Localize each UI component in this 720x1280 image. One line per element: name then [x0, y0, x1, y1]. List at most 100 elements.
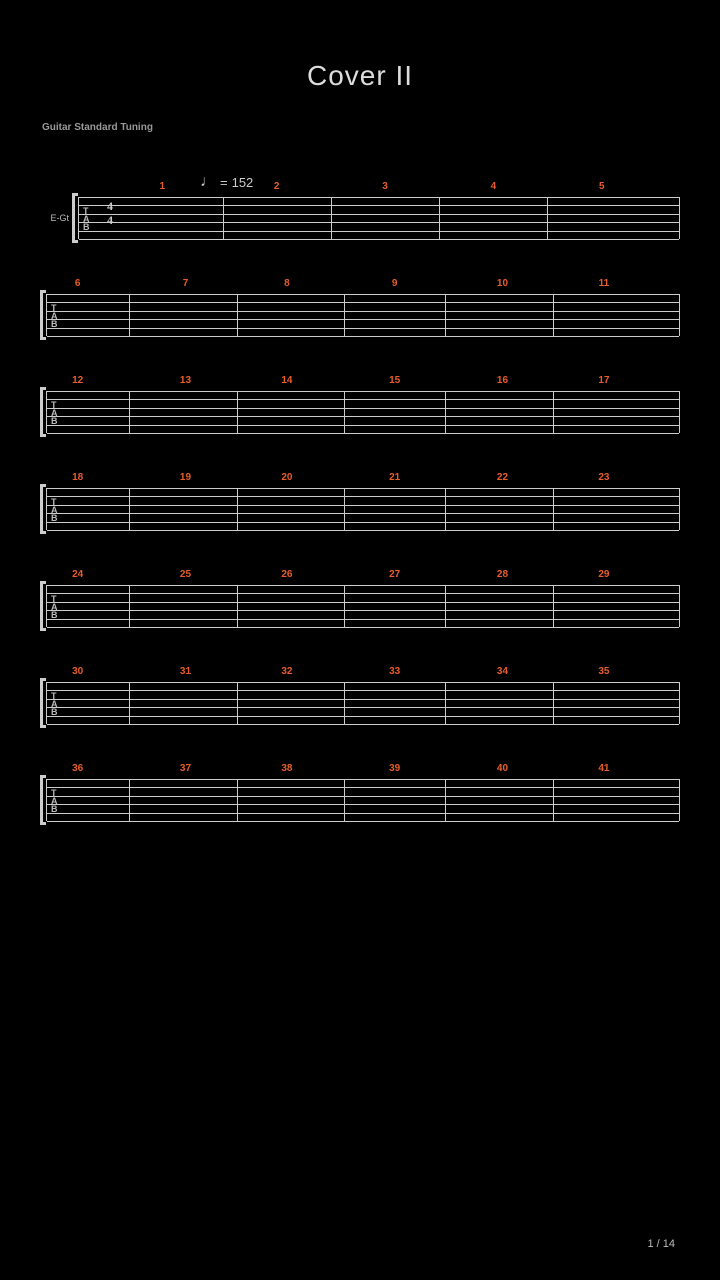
measure-number: 18 — [72, 472, 83, 483]
barline — [129, 294, 130, 336]
barline — [223, 197, 224, 239]
measure-number: 25 — [180, 569, 191, 580]
barline — [344, 779, 345, 821]
staff-line — [47, 399, 679, 400]
measure-number: 19 — [180, 472, 191, 483]
barline — [129, 682, 130, 724]
measure-number: 33 — [389, 666, 400, 677]
staff-line — [79, 239, 679, 240]
barline — [237, 779, 238, 821]
staff-line — [47, 821, 679, 822]
measure-numbers-row: 12 13 14 15 16 17 — [46, 375, 680, 389]
measure-number: 12 — [72, 375, 83, 386]
barline — [439, 197, 440, 239]
barline — [344, 294, 345, 336]
tab-clef: TAB — [51, 304, 58, 328]
sheet-music-page: Cover II Guitar Standard Tuning ♩ = 152 … — [0, 0, 720, 916]
tab-clef: TAB — [51, 789, 58, 813]
measure-number: 39 — [389, 763, 400, 774]
measure-numbers-row: 363738394041 — [46, 763, 680, 777]
measure-number: 30 — [72, 666, 83, 677]
barline — [344, 682, 345, 724]
measure-number: 15 — [389, 375, 400, 386]
staff-line — [47, 787, 679, 788]
barline — [547, 197, 548, 239]
measure-number: 23 — [598, 472, 609, 483]
measure-number: 27 — [389, 569, 400, 580]
measure-number: 41 — [598, 763, 609, 774]
measure-number: 8 — [284, 278, 290, 289]
staff-line — [47, 602, 679, 603]
barline — [445, 488, 446, 530]
staff-container: 121314151617TAB — [46, 391, 680, 433]
measure-number: 6 — [75, 278, 81, 289]
staff-line — [47, 610, 679, 611]
tab-staff: TAB — [46, 779, 680, 821]
staff-container: 303132333435TAB — [46, 682, 680, 724]
measure-numbers-row: 303132333435 — [46, 666, 680, 680]
staff-line — [47, 311, 679, 312]
tab-staff: TAB — [46, 294, 680, 336]
staff-container: 12345TAB44 — [78, 197, 680, 239]
measure-number: 2 — [274, 181, 280, 192]
measure-number: 17 — [598, 375, 609, 386]
staff-line — [47, 513, 679, 514]
barline — [445, 682, 446, 724]
instrument-label: E-Gt — [40, 197, 72, 239]
barline — [344, 391, 345, 433]
staff-line — [79, 205, 679, 206]
measure-number: 14 — [281, 375, 292, 386]
tab-staff: TAB — [46, 488, 680, 530]
staff-system: 181920212223TAB — [40, 488, 680, 530]
measure-number: 36 — [72, 763, 83, 774]
staff-line — [47, 408, 679, 409]
tab-clef: TAB — [51, 401, 58, 425]
staff-line — [47, 707, 679, 708]
page-number: 1 / 14 — [647, 1238, 675, 1250]
staff-container: 363738394041TAB — [46, 779, 680, 821]
measure-number: 16 — [497, 375, 508, 386]
staff-line — [79, 214, 679, 215]
staff-container: 181920212223TAB — [46, 488, 680, 530]
staff-line — [47, 627, 679, 628]
tab-staff: TAB — [46, 391, 680, 433]
staff-line — [47, 530, 679, 531]
barline — [129, 779, 130, 821]
barline — [129, 585, 130, 627]
staff-line — [47, 505, 679, 506]
tab-clef: TAB — [83, 207, 90, 231]
barline — [237, 585, 238, 627]
staff-line — [79, 222, 679, 223]
measure-number: 21 — [389, 472, 400, 483]
measure-number: 32 — [281, 666, 292, 677]
staff-line — [47, 391, 679, 392]
staff-line — [47, 294, 679, 295]
measure-number: 24 — [72, 569, 83, 580]
barline — [237, 488, 238, 530]
barline — [331, 197, 332, 239]
staff-line — [47, 779, 679, 780]
measure-numbers-row: 242526272829 — [46, 569, 680, 583]
tab-staff: TAB — [46, 682, 680, 724]
tab-staff: TAB — [46, 585, 680, 627]
staff-line — [47, 593, 679, 594]
barline — [237, 294, 238, 336]
measure-number: 13 — [180, 375, 191, 386]
staff-container: 67891011TAB — [46, 294, 680, 336]
staff-container: 242526272829TAB — [46, 585, 680, 627]
staff-system: 363738394041TAB — [40, 779, 680, 821]
barline — [553, 779, 554, 821]
measure-number: 37 — [180, 763, 191, 774]
tab-clef: TAB — [51, 692, 58, 716]
barline — [553, 585, 554, 627]
song-title: Cover II — [40, 60, 680, 92]
measure-number: 29 — [598, 569, 609, 580]
measure-number: 34 — [497, 666, 508, 677]
measure-number: 9 — [392, 278, 398, 289]
barline — [553, 682, 554, 724]
staff-line — [47, 682, 679, 683]
staff-line — [47, 328, 679, 329]
measure-numbers-row: 12345 — [78, 181, 680, 195]
time-signature: 44 — [107, 201, 113, 229]
measure-number: 1 — [159, 181, 165, 192]
